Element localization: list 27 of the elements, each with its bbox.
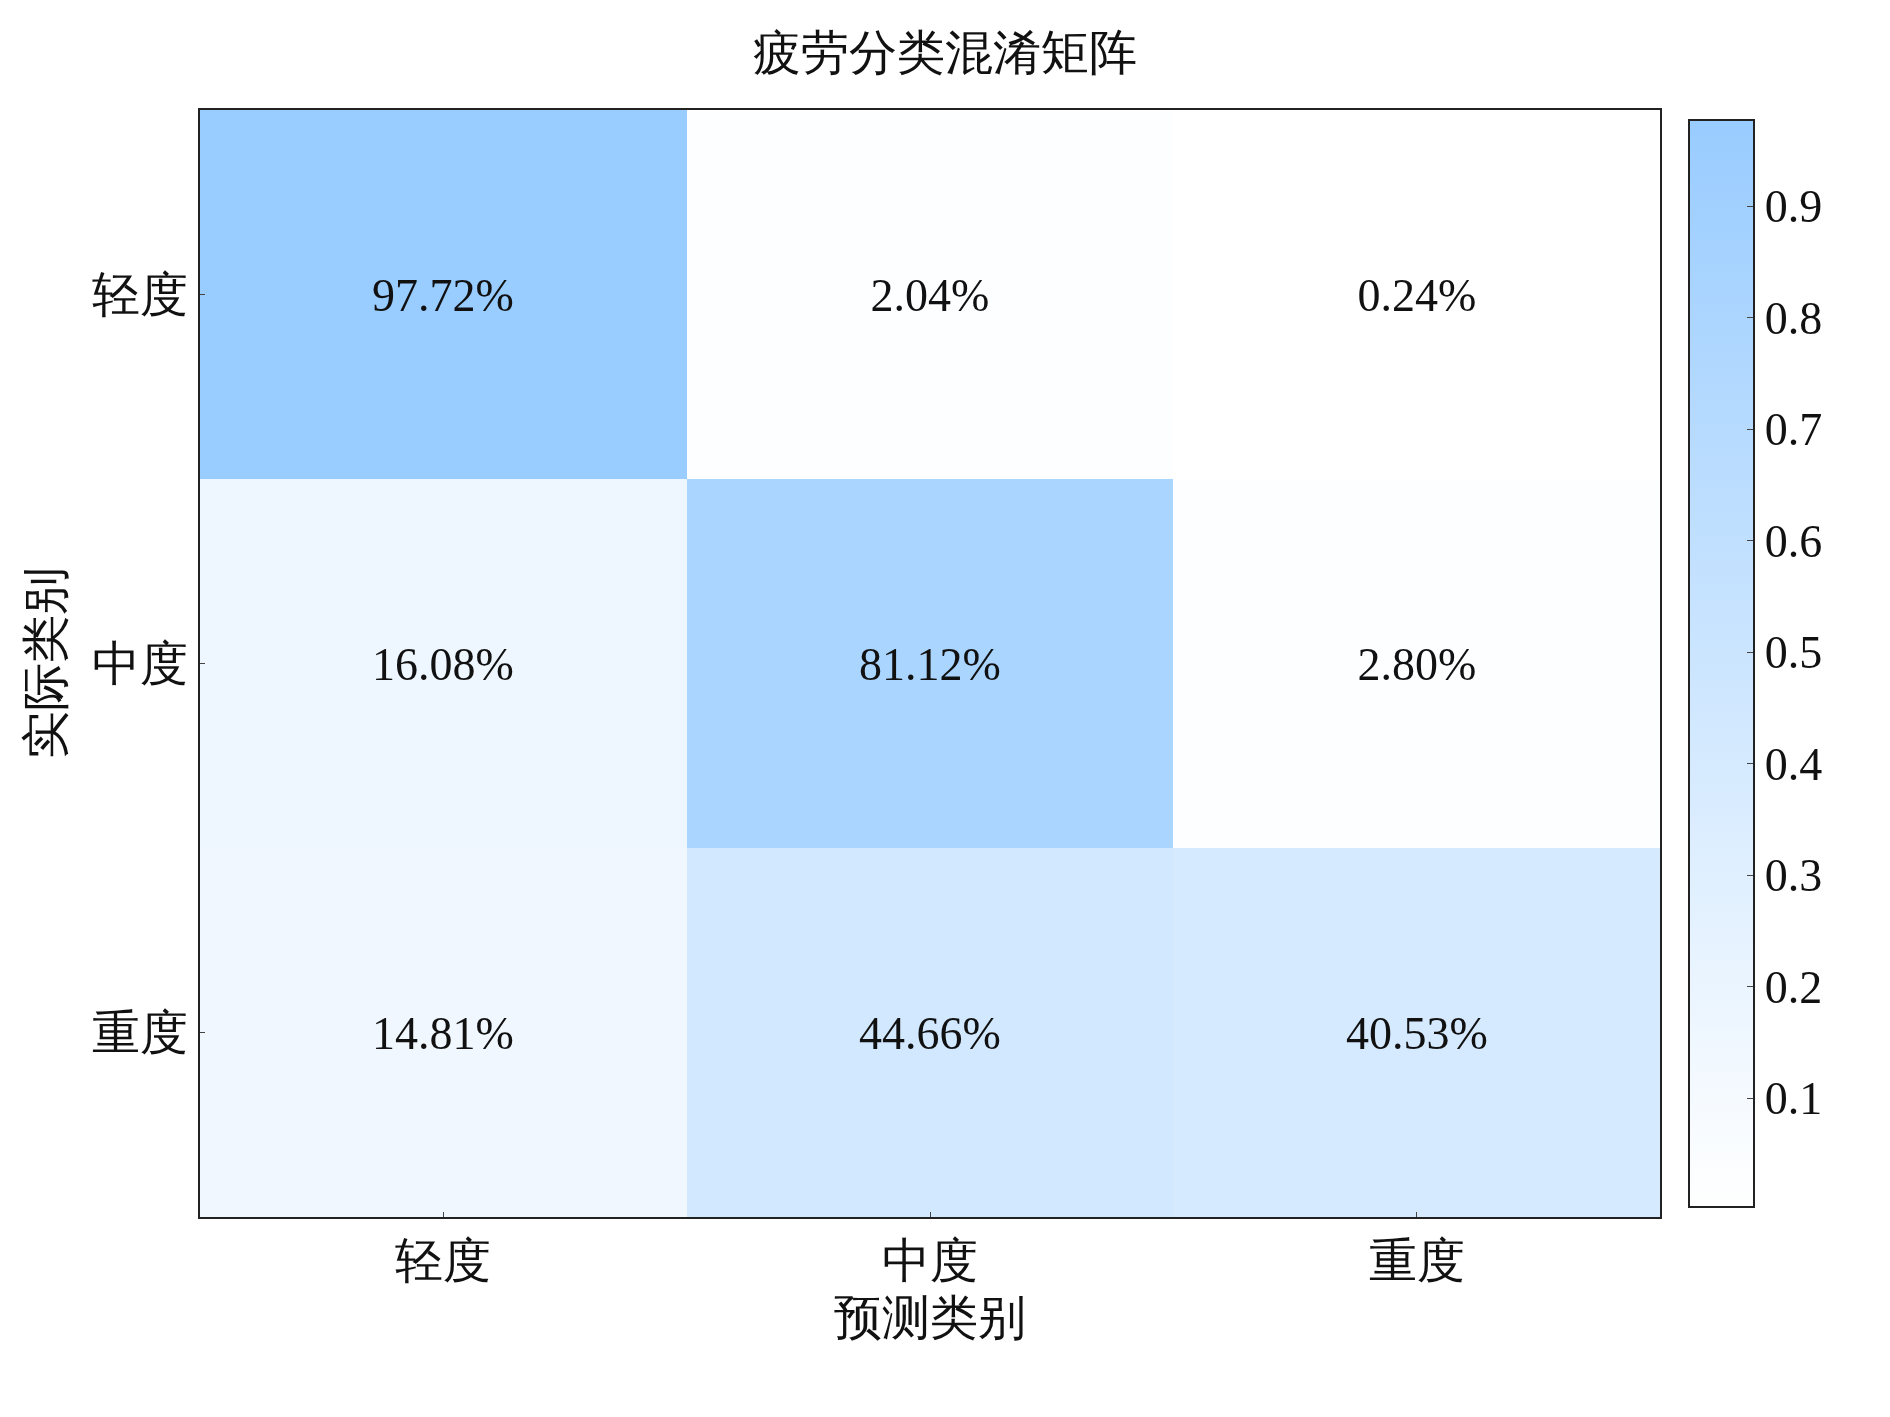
data-label: 2.80% — [1357, 639, 1477, 691]
data-label: 44.66% — [859, 1008, 1001, 1060]
x-tick-label: 中度 — [882, 1233, 978, 1287]
color-bar-label: 0.4 — [1764, 738, 1823, 790]
data-label: 40.53% — [1346, 1008, 1488, 1060]
color-bar-label: 0.5 — [1764, 627, 1823, 679]
data-label: 2.04% — [870, 270, 990, 322]
y-axis-title: 实际类别 — [18, 567, 72, 760]
color-bar-label: 0.3 — [1764, 850, 1823, 902]
data-label: 14.81% — [372, 1008, 514, 1060]
x-tick-label: 重度 — [1368, 1233, 1465, 1287]
color-bar-label: 0.7 — [1764, 404, 1823, 456]
x-tick-label: 轻度 — [395, 1233, 492, 1287]
data-label: 97.72% — [372, 270, 514, 322]
color-bar-label: 0.6 — [1764, 515, 1823, 567]
y-tick-label: 中度 — [92, 637, 189, 691]
y-tick-label: 轻度 — [92, 268, 189, 322]
x-axis-title: 预测类别 — [834, 1291, 1026, 1345]
chart-title: 疲劳分类混淆矩阵 — [753, 26, 1137, 80]
y-tick-label: 重度 — [92, 1006, 189, 1060]
color-bar-label: 0.9 — [1764, 181, 1823, 233]
color-bar-label: 0.8 — [1764, 292, 1823, 344]
data-label: 81.12% — [859, 639, 1001, 691]
color-bar-label: 0.1 — [1764, 1073, 1823, 1125]
data-label: 0.24% — [1357, 270, 1477, 322]
data-label: 16.08% — [372, 639, 514, 691]
color-bar-label: 0.2 — [1764, 961, 1823, 1013]
